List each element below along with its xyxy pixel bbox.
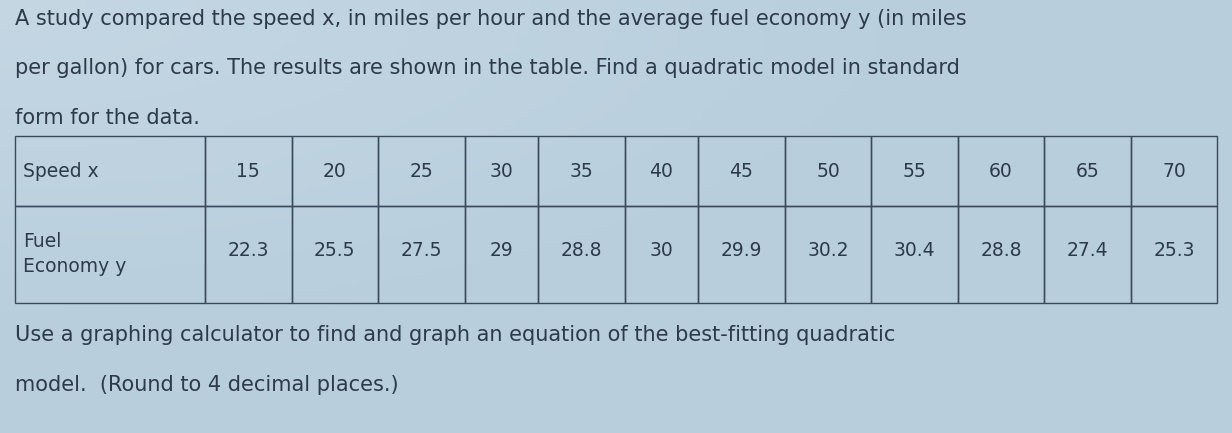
Text: form for the data.: form for the data. — [15, 108, 200, 128]
Text: 29: 29 — [489, 241, 514, 260]
Text: model.  (Round to 4 decimal places.): model. (Round to 4 decimal places.) — [15, 375, 398, 394]
Bar — [378, 206, 464, 303]
Bar — [464, 136, 538, 206]
Text: Speed x: Speed x — [23, 162, 99, 181]
Text: 30.4: 30.4 — [893, 241, 935, 260]
Bar — [1045, 206, 1131, 303]
Text: 70: 70 — [1162, 162, 1186, 181]
Text: Fuel
Economy y: Fuel Economy y — [23, 233, 127, 277]
Bar — [378, 136, 464, 206]
Bar — [292, 136, 378, 206]
Text: 30: 30 — [489, 162, 514, 181]
Bar — [205, 206, 292, 303]
Text: 28.8: 28.8 — [981, 241, 1021, 260]
Bar — [871, 206, 957, 303]
Bar — [625, 136, 699, 206]
Text: 15: 15 — [237, 162, 260, 181]
Text: 30: 30 — [649, 241, 674, 260]
Bar — [625, 206, 699, 303]
Bar — [464, 206, 538, 303]
Bar — [538, 136, 625, 206]
Bar — [699, 136, 785, 206]
Bar — [1131, 206, 1217, 303]
Bar — [699, 206, 785, 303]
Bar — [871, 136, 957, 206]
Bar — [957, 136, 1045, 206]
Bar — [1131, 136, 1217, 206]
Text: 55: 55 — [903, 162, 926, 181]
Text: per gallon) for cars. The results are shown in the table. Find a quadratic model: per gallon) for cars. The results are sh… — [15, 58, 960, 78]
Text: 27.4: 27.4 — [1067, 241, 1109, 260]
Text: 45: 45 — [729, 162, 754, 181]
Text: 22.3: 22.3 — [228, 241, 269, 260]
Text: 40: 40 — [649, 162, 674, 181]
Bar — [538, 206, 625, 303]
Text: 65: 65 — [1076, 162, 1099, 181]
Text: 25: 25 — [409, 162, 434, 181]
Bar — [15, 136, 205, 206]
Text: 25.5: 25.5 — [314, 241, 356, 260]
Text: 27.5: 27.5 — [400, 241, 442, 260]
Text: 30.2: 30.2 — [807, 241, 849, 260]
Bar — [1045, 136, 1131, 206]
Text: A study compared the speed x, in miles per hour and the average fuel economy y (: A study compared the speed x, in miles p… — [15, 9, 966, 29]
Text: 25.3: 25.3 — [1153, 241, 1195, 260]
Bar — [205, 136, 292, 206]
Text: 28.8: 28.8 — [561, 241, 602, 260]
Text: 60: 60 — [989, 162, 1013, 181]
Text: 50: 50 — [816, 162, 840, 181]
Text: 35: 35 — [569, 162, 594, 181]
Bar — [957, 206, 1045, 303]
Text: 29.9: 29.9 — [721, 241, 763, 260]
Text: Use a graphing calculator to find and graph an equation of the best-fitting quad: Use a graphing calculator to find and gr… — [15, 325, 896, 345]
Bar — [292, 206, 378, 303]
Bar — [785, 206, 871, 303]
Bar — [15, 206, 205, 303]
Text: 20: 20 — [323, 162, 346, 181]
Bar — [785, 136, 871, 206]
